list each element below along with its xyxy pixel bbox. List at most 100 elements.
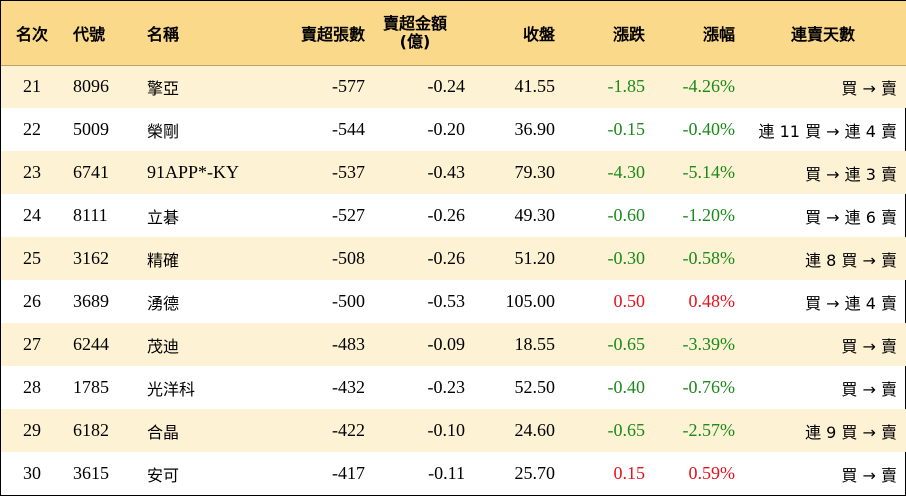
cell-net-sell-amount: -0.11 — [428, 463, 465, 483]
cell-consecutive-days: 連 9 買 → 賣 — [805, 422, 897, 442]
cell-change: 0.15 — [613, 463, 646, 483]
cell-change-pct: -0.76% — [682, 377, 736, 397]
cell-code: 1785 — [73, 377, 109, 397]
cell-net-sell-volume: -537 — [332, 162, 365, 182]
cell-stock-name: 精確 — [147, 250, 180, 270]
table-row[interactable]: 27 6244 茂迪 -483 -0.09 18.55 -0.65 -3.39% 買 → 賣 — [1, 323, 906, 366]
header-rank[interactable]: 名次 — [1, 1, 63, 66]
cell-close: 36.90 — [514, 119, 556, 139]
cell-consecutive-days: 買 → 連 4 賣 — [805, 293, 897, 313]
cell-change-pct: 0.59% — [688, 463, 736, 483]
table-row[interactable]: 28 1785 光洋科 -432 -0.23 52.50 -0.40 -0.76% 買 → 賣 — [1, 366, 906, 409]
cell-stock-name: 安可 — [147, 465, 180, 485]
cell-net-sell-amount: -0.43 — [427, 162, 466, 182]
cell-net-sell-amount: -0.23 — [427, 377, 466, 397]
table-row[interactable]: 26 3689 湧德 -500 -0.53 105.00 0.50 0.48% 買 → 連 4 … — [1, 280, 906, 323]
header-close[interactable]: 收盤 — [465, 1, 555, 66]
cell-net-sell-amount: -0.20 — [427, 119, 466, 139]
cell-net-sell-amount: -0.53 — [427, 291, 466, 311]
header-row: 名次 代號 名稱 賣超張數 賣超金額 (億) 收盤 漲跌 漲幅 連賣天數 — [1, 1, 906, 66]
header-net-sell-amount[interactable]: 賣超金額 (億) — [365, 1, 465, 66]
header-net-sell-volume[interactable]: 賣超張數 — [285, 1, 365, 66]
cell-net-sell-amount: -0.26 — [427, 205, 466, 225]
header-consecutive-days[interactable]: 連賣天數 — [735, 1, 906, 66]
cell-net-sell-volume: -508 — [332, 248, 365, 268]
cell-rank: 23 — [23, 162, 41, 182]
cell-consecutive-days: 買 → 賣 — [841, 336, 897, 356]
cell-stock-name: 湧德 — [147, 293, 180, 313]
table-row[interactable]: 24 8111 立碁 -527 -0.26 49.30 -0.60 -1.20% 買 → 連 6… — [1, 194, 906, 237]
cell-net-sell-volume: -422 — [332, 420, 365, 440]
cell-rank: 29 — [23, 420, 41, 440]
cell-code: 3162 — [73, 248, 109, 268]
cell-rank: 21 — [23, 76, 41, 97]
cell-consecutive-days: 連 11 買 → 連 4 賣 — [758, 121, 897, 141]
cell-code: 6182 — [73, 420, 109, 440]
cell-change: -1.85 — [607, 76, 646, 97]
cell-rank: 22 — [23, 119, 41, 139]
cell-code: 5009 — [73, 119, 109, 139]
cell-change: -0.30 — [607, 248, 646, 268]
cell-stock-name: 91APP*-KY — [147, 162, 240, 182]
table-row[interactable]: 22 5009 榮剛 -544 -0.20 36.90 -0.15 -0.40% 連 11 買 … — [1, 108, 906, 151]
cell-code: 3615 — [73, 463, 109, 483]
cell-net-sell-amount: -0.24 — [427, 76, 466, 97]
cell-change: -4.30 — [607, 162, 646, 182]
cell-consecutive-days: 買 → 賣 — [841, 78, 897, 98]
cell-stock-name: 立碁 — [147, 207, 180, 227]
cell-net-sell-volume: -500 — [332, 291, 365, 311]
cell-change-pct: -5.14% — [682, 162, 736, 182]
cell-consecutive-days: 連 8 買 → 賣 — [805, 250, 897, 270]
cell-net-sell-amount: -0.26 — [427, 248, 466, 268]
cell-close: 105.00 — [505, 291, 556, 311]
cell-code: 8096 — [73, 76, 109, 97]
cell-change: -0.15 — [607, 119, 646, 139]
cell-close: 41.55 — [514, 76, 556, 97]
cell-net-sell-amount: -0.10 — [427, 420, 466, 440]
table-row[interactable]: 25 3162 精確 -508 -0.26 51.20 -0.30 -0.58% 連 8 買 →… — [1, 237, 906, 280]
cell-net-sell-volume: -577 — [332, 76, 365, 97]
header-change[interactable]: 漲跌 — [555, 1, 645, 66]
cell-net-sell-volume: -417 — [332, 463, 365, 483]
cell-consecutive-days: 買 → 連 6 賣 — [805, 207, 897, 227]
cell-change-pct: -0.40% — [682, 119, 736, 139]
cell-close: 25.70 — [514, 463, 556, 483]
header-code[interactable]: 代號 — [63, 1, 141, 66]
cell-change-pct: -3.39% — [682, 334, 736, 354]
header-net-sell-amount-line2: (億) — [399, 31, 431, 51]
cell-code: 8111 — [73, 205, 108, 225]
cell-code: 3689 — [73, 291, 109, 311]
cell-change-pct: -4.26% — [682, 76, 736, 97]
cell-net-sell-volume: -527 — [332, 205, 365, 225]
cell-net-sell-amount: -0.09 — [427, 334, 466, 354]
cell-close: 51.20 — [514, 248, 556, 268]
cell-net-sell-volume: -544 — [332, 119, 365, 139]
cell-rank: 24 — [23, 205, 41, 225]
header-net-sell-amount-line1: 賣超金額 — [382, 13, 447, 33]
cell-net-sell-volume: -432 — [332, 377, 365, 397]
cell-rank: 28 — [23, 377, 41, 397]
cell-change-pct: -1.20% — [682, 205, 736, 225]
cell-close: 49.30 — [514, 205, 556, 225]
cell-net-sell-volume: -483 — [332, 334, 365, 354]
cell-close: 79.30 — [514, 162, 556, 182]
table-row[interactable]: 30 3615 安可 -417 -0.11 25.70 0.15 0.59% 買 → 賣 — [1, 452, 906, 495]
cell-stock-name: 茂迪 — [147, 336, 180, 356]
cell-change: -0.60 — [607, 205, 646, 225]
table-row[interactable]: 23 6741 91APP*-KY -537 -0.43 79.30 -4.30 -5.14%… — [1, 151, 906, 194]
cell-change-pct: -2.57% — [682, 420, 736, 440]
cell-stock-name: 擎亞 — [147, 78, 180, 98]
table-row[interactable]: 29 6182 合晶 -422 -0.10 24.60 -0.65 -2.57% 連 9 買 →… — [1, 409, 906, 452]
header-name[interactable]: 名稱 — [141, 1, 285, 66]
cell-change-pct: -0.58% — [682, 248, 736, 268]
header-change-pct[interactable]: 漲幅 — [645, 1, 735, 66]
table-body: 21 8096 擎亞 -577 -0.24 41.55 -1.85 -4.26% 買 → 賣 22… — [1, 65, 906, 495]
cell-rank: 30 — [23, 463, 41, 483]
cell-change: -0.40 — [607, 377, 646, 397]
cell-rank: 25 — [23, 248, 41, 268]
cell-consecutive-days: 買 → 賣 — [841, 465, 897, 485]
cell-change: 0.50 — [613, 291, 646, 311]
table-row[interactable]: 21 8096 擎亞 -577 -0.24 41.55 -1.85 -4.26% 買 → 賣 — [1, 65, 906, 108]
cell-consecutive-days: 買 → 賣 — [841, 379, 897, 399]
